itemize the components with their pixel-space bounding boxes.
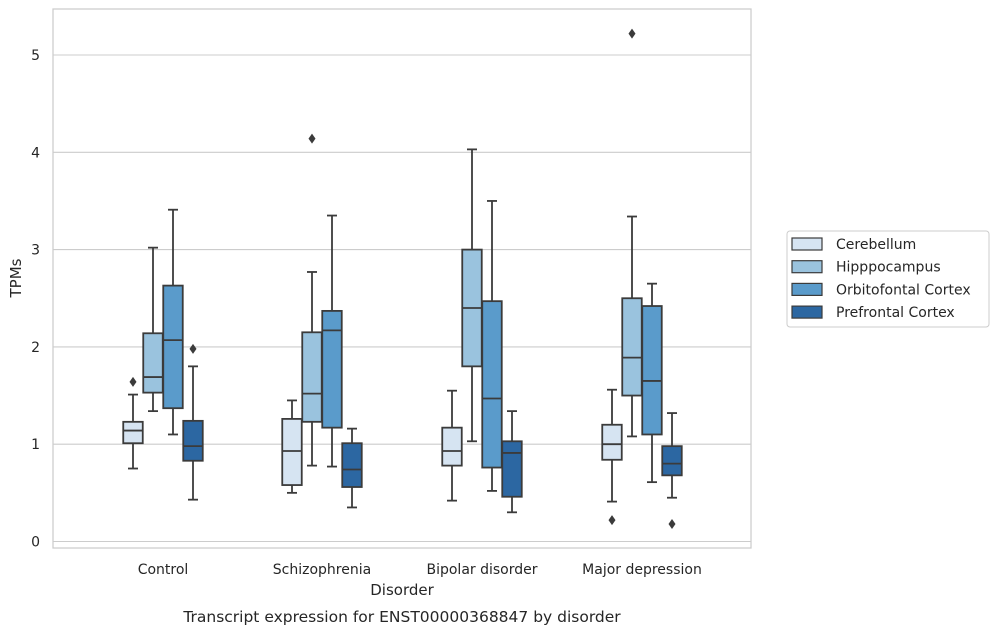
- legend-frame: [786, 230, 990, 328]
- legend-label: Orbitofontal Cortex: [836, 282, 971, 298]
- legend-label: Hipppocampus: [836, 260, 941, 276]
- box-cerebellum: [122, 376, 144, 470]
- box-orbitofontal-cortex: [162, 208, 184, 436]
- iqr-box: [341, 442, 363, 488]
- y-tick-label: 3: [31, 243, 40, 259]
- legend-swatch: [791, 260, 823, 274]
- iqr-box: [441, 426, 463, 467]
- x-axis-ticks: Control Schizophrenia Bipolar disorder Majo…: [138, 562, 702, 578]
- iqr-box: [621, 297, 643, 397]
- legend-swatch: [791, 237, 823, 251]
- iqr-box: [281, 418, 303, 486]
- box-hipppocampus: [461, 148, 483, 443]
- legend-label: Cerebellum: [836, 237, 916, 253]
- outlier-point: [189, 343, 197, 354]
- box-prefrontal-cortex: [661, 412, 683, 529]
- legend-swatch: [791, 282, 823, 296]
- x-tick-label: Control: [138, 562, 189, 578]
- y-axis-label: TPMs: [7, 258, 25, 298]
- box-orbitofontal-cortex: [641, 282, 663, 484]
- outlier-point: [129, 376, 137, 387]
- box-cerebellum: [441, 389, 463, 502]
- box-prefrontal-cortex: [501, 410, 523, 514]
- legend-swatch: [791, 305, 823, 319]
- outlier-point: [308, 133, 316, 144]
- y-axis-ticks: 0 1 2 3 4 5: [31, 48, 40, 551]
- y-tick-label: 4: [31, 145, 40, 161]
- iqr-box: [661, 445, 683, 477]
- box-orbitofontal-cortex: [481, 200, 503, 492]
- legend-label: Prefrontal Cortex: [836, 305, 955, 321]
- legend: Cerebellum Hipppocampus Orbitofontal Corte…: [786, 230, 990, 328]
- plot-area: [52, 8, 752, 549]
- box-cerebellum: [281, 399, 303, 494]
- iqr-box: [162, 284, 184, 410]
- iqr-box: [481, 300, 503, 469]
- y-tick-label: 5: [31, 48, 40, 64]
- x-tick-label: Schizophrenia: [273, 562, 371, 578]
- iqr-box: [142, 332, 164, 394]
- box-prefrontal-cortex: [182, 343, 204, 501]
- iqr-box: [501, 440, 523, 498]
- x-tick-label: Major depression: [582, 562, 702, 578]
- iqr-box: [601, 423, 623, 461]
- y-tick-label: 1: [31, 437, 40, 453]
- iqr-box: [122, 420, 144, 445]
- box-prefrontal-cortex: [341, 427, 363, 509]
- y-tick-label: 0: [31, 535, 40, 551]
- outlier-point: [628, 28, 636, 39]
- x-tick-label: Bipolar disorder: [426, 562, 537, 578]
- iqr-box: [641, 305, 663, 436]
- boxes-layer: [122, 28, 683, 529]
- box-cerebellum: [601, 388, 623, 526]
- y-tick-label: 2: [31, 340, 40, 356]
- iqr-box: [182, 419, 204, 462]
- outlier-point: [608, 515, 616, 526]
- x-axis-label: Disorder: [370, 581, 434, 599]
- box-orbitofontal-cortex: [321, 214, 343, 468]
- outlier-point: [668, 518, 676, 529]
- chart-caption: Transcript expression for ENST0000036884…: [182, 608, 621, 626]
- iqr-box: [321, 309, 343, 429]
- iqr-box: [301, 331, 323, 423]
